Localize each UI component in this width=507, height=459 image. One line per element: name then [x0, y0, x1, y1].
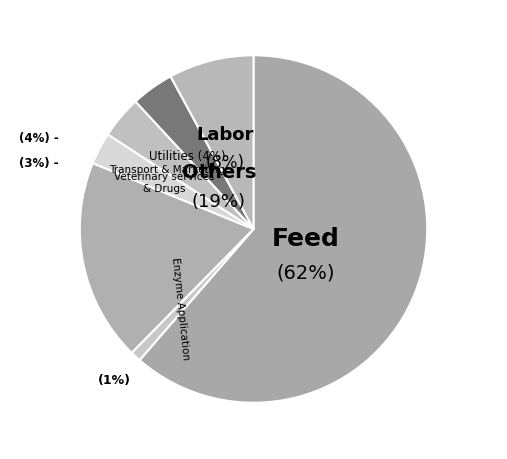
Text: Feed: Feed: [272, 226, 340, 250]
Text: Enzyme Application: Enzyme Application: [170, 257, 191, 360]
Text: Others: Others: [182, 163, 256, 182]
Wedge shape: [108, 102, 254, 230]
Text: (19%): (19%): [192, 193, 246, 211]
Text: (1%): (1%): [98, 373, 131, 386]
Text: (8%): (8%): [206, 154, 245, 172]
Text: (3%) -: (3%) -: [19, 157, 59, 170]
Text: Transport & Marketing: Transport & Marketing: [109, 164, 225, 174]
Wedge shape: [170, 56, 254, 230]
Wedge shape: [135, 77, 254, 230]
Text: (4%) -: (4%) -: [19, 131, 59, 145]
Wedge shape: [93, 135, 254, 230]
Text: (62%): (62%): [276, 263, 335, 282]
Wedge shape: [132, 230, 254, 360]
Text: Labor: Labor: [197, 126, 254, 144]
Text: Utilities (4%): Utilities (4%): [149, 150, 225, 163]
Text: Veterinary services
& Drugs: Veterinary services & Drugs: [114, 172, 214, 194]
Wedge shape: [80, 164, 254, 353]
Wedge shape: [139, 56, 427, 403]
